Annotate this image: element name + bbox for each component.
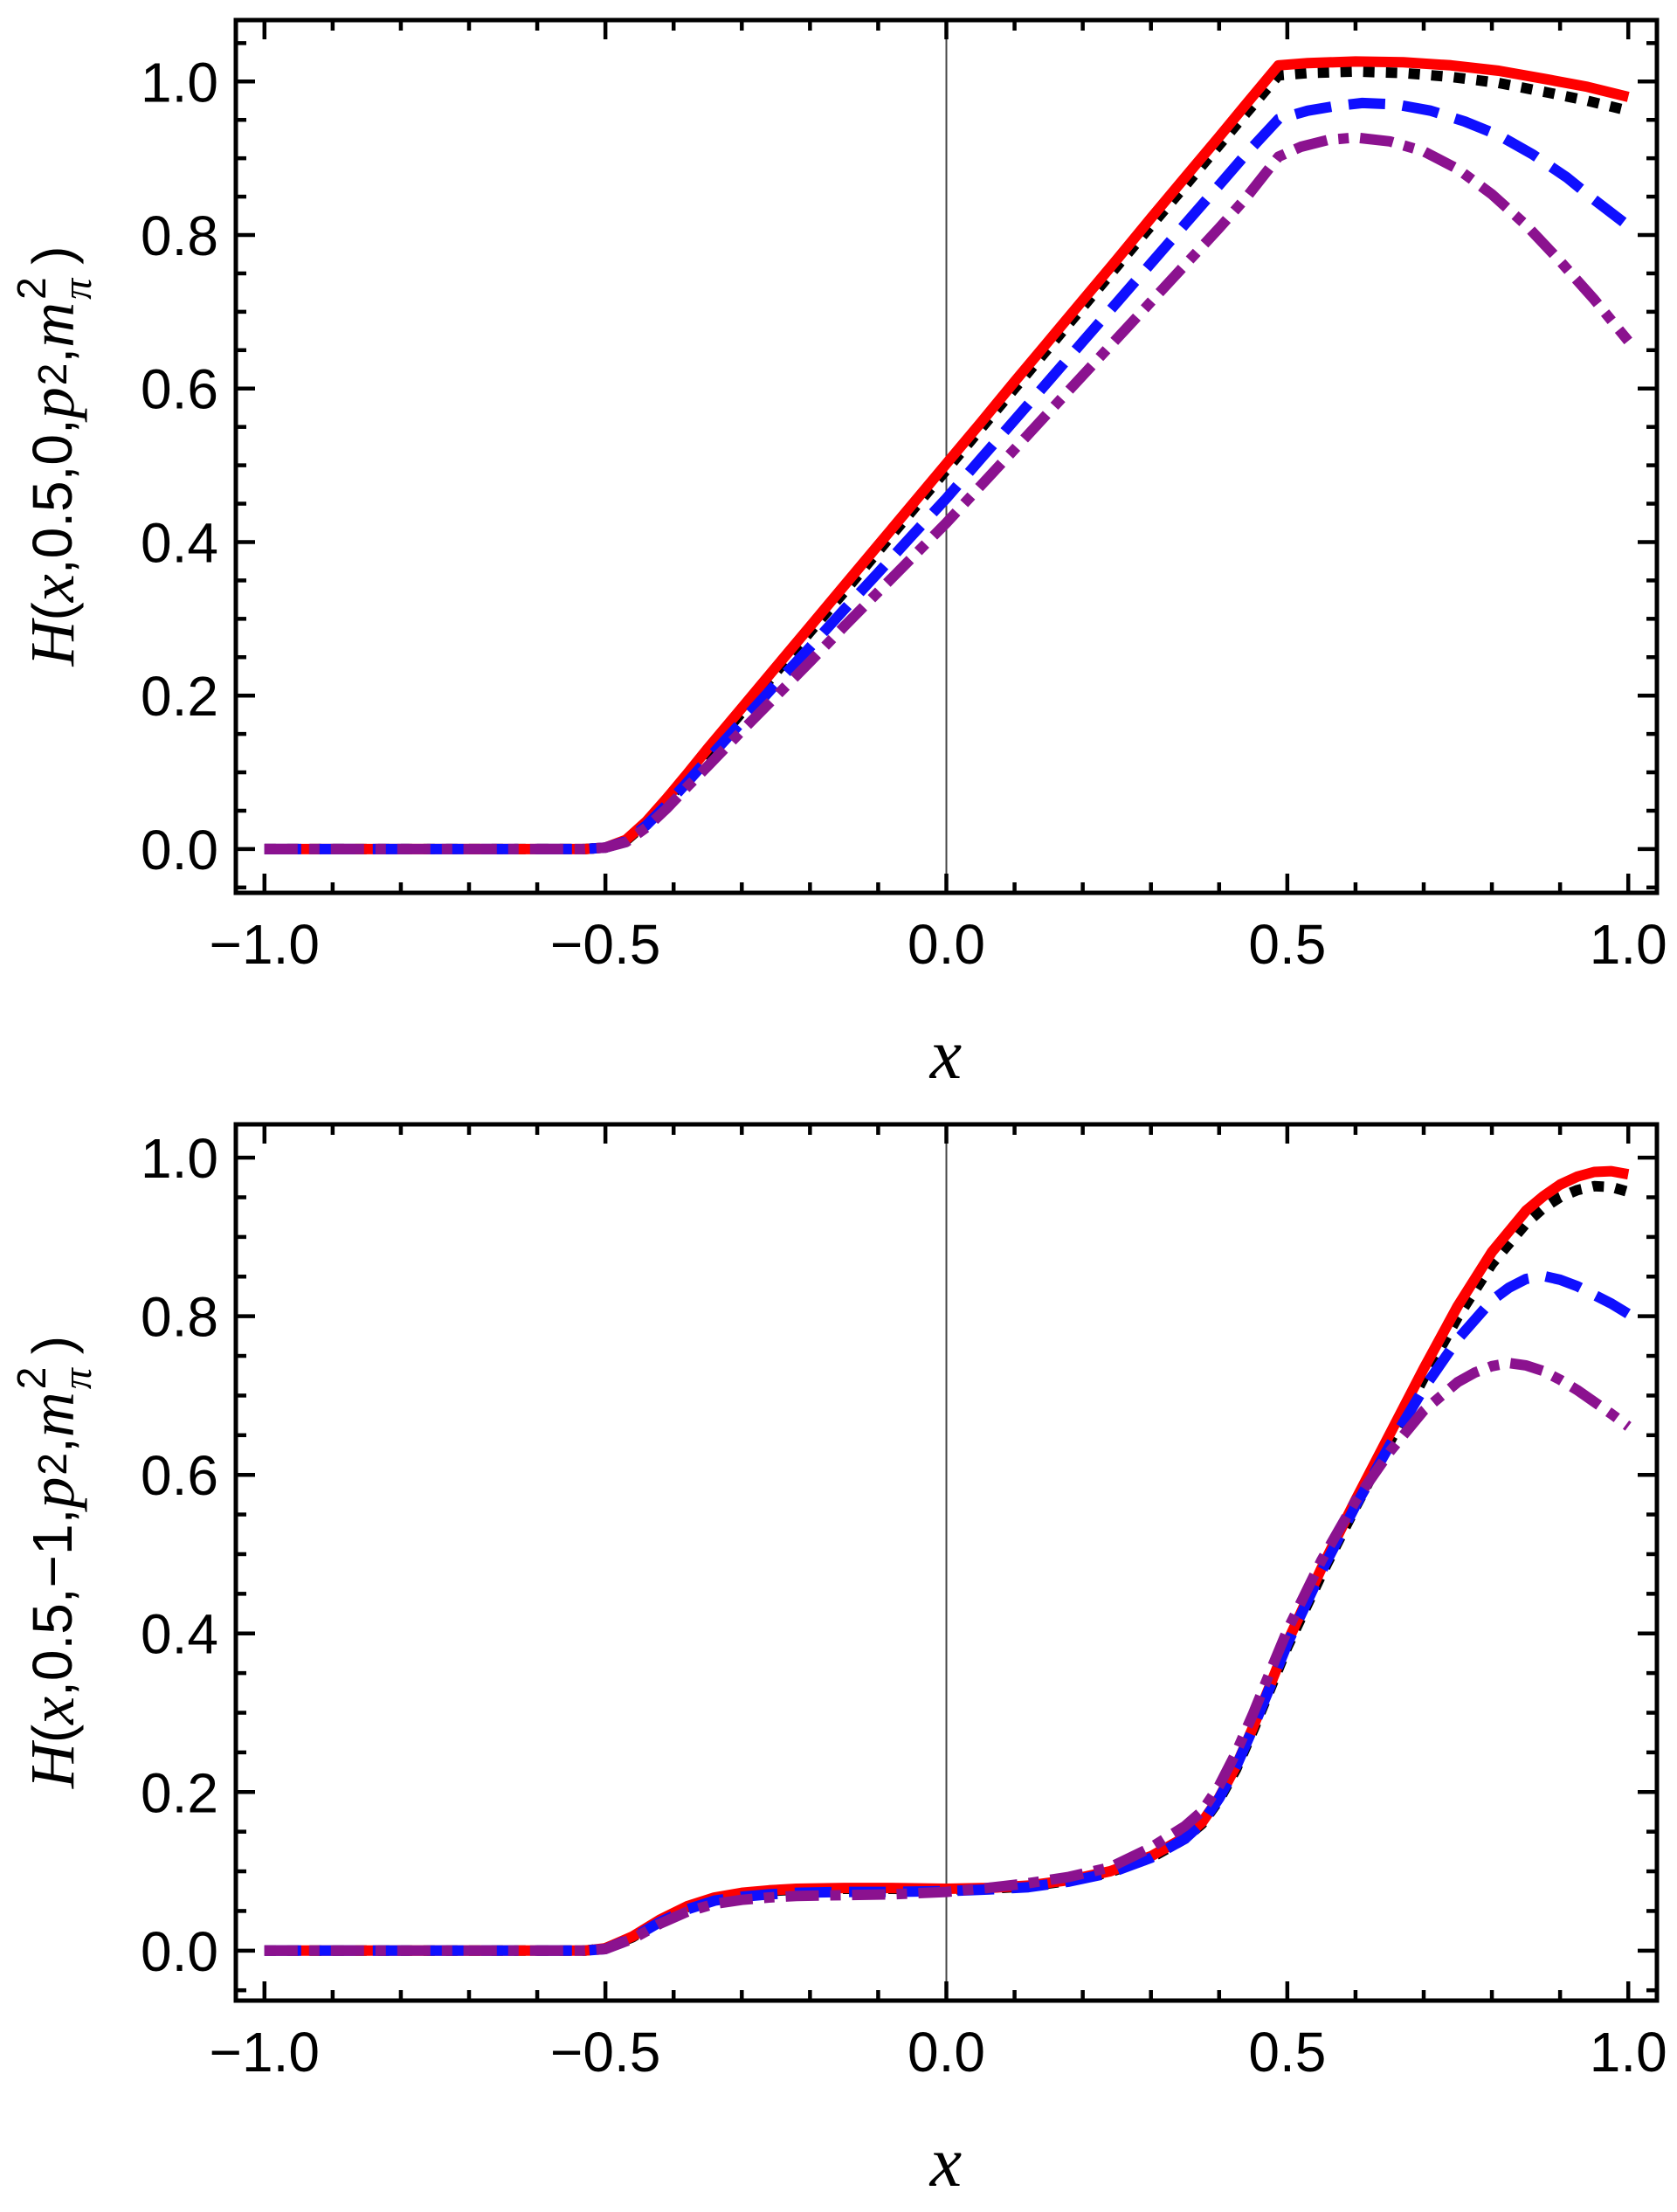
x-tick-label: −0.5 — [550, 913, 660, 976]
x-tick-label: 0.0 — [908, 2021, 985, 2084]
x-tick-label: −1.0 — [210, 2021, 320, 2084]
ylabel-part: , — [21, 347, 84, 363]
ylabel-part: ( — [21, 1724, 84, 1744]
y-tick-label: 0.4 — [141, 511, 218, 574]
ylabel-part: ) — [21, 1335, 84, 1355]
series-dashdot-purple — [264, 1358, 1632, 1956]
y-tick-label: 0.2 — [141, 665, 218, 728]
x-tick-label: 0.5 — [1248, 2021, 1326, 2084]
ylabel-part: ,0.5,−1, — [21, 1508, 84, 1697]
x-tick-label: 1.0 — [1590, 913, 1667, 976]
ylabel-part: H — [17, 620, 87, 667]
ylabel-part: 2 — [30, 1452, 75, 1476]
bottom-y-axis-label: H(x ,0.5,−1, p 2, m 2 π) — [9, 1125, 100, 1999]
ylabel-part: m — [17, 301, 87, 348]
top-y-axis-label: H(x ,0.5,0, p 2, m 2 π) — [9, 19, 100, 893]
bottom-x-axis-label: x — [929, 2122, 963, 2202]
x-tick-label: 0.5 — [1248, 913, 1326, 976]
ylabel-part: ) — [21, 245, 84, 265]
y-tick-label: 0.0 — [141, 1920, 218, 1983]
y-tick-label: 0.8 — [141, 1286, 218, 1349]
ylabel-part: ( — [21, 602, 84, 621]
ylabel-part: H — [17, 1743, 87, 1789]
top-x-axis-label: x — [929, 1014, 963, 1094]
x-tick-label: −0.5 — [550, 2021, 660, 2084]
x-tick-label: 1.0 — [1590, 2021, 1667, 2084]
ylabel-part: x — [17, 1696, 87, 1725]
ylabel-part: p — [17, 1476, 87, 1509]
y-tick-label: 0.6 — [141, 1444, 218, 1507]
x-tick-label: −1.0 — [210, 913, 320, 976]
y-tick-label: 0.0 — [141, 819, 218, 881]
y-tick-label: 0.8 — [141, 204, 218, 267]
y-tick-label: 1.0 — [141, 51, 218, 114]
ylabel-part: x — [17, 574, 87, 603]
ylabel-part: m — [17, 1392, 87, 1438]
y-tick-label: 0.6 — [141, 358, 218, 421]
x-tick-label: 0.0 — [908, 913, 985, 976]
ylabel-part: p — [17, 387, 87, 419]
series-dashed-blue — [264, 97, 1632, 854]
y-tick-label: 0.4 — [141, 1603, 218, 1666]
y-tick-label: 1.0 — [141, 1127, 218, 1190]
ylabel-part: 2 — [30, 363, 75, 386]
ylabel-part: ,0.5,0, — [21, 418, 84, 575]
series-dashdot-purple — [264, 132, 1632, 854]
ylabel-part: , — [21, 1437, 84, 1453]
y-tick-label: 0.2 — [141, 1761, 218, 1824]
